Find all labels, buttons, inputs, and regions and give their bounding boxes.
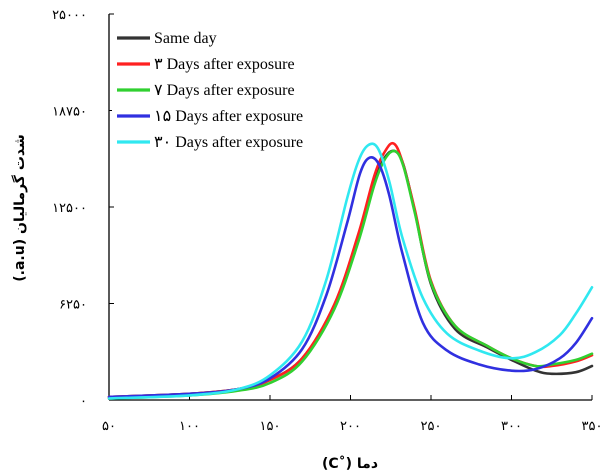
y-tick-label: ۶۲۵۰ <box>59 298 87 313</box>
x-tick-label: ۳۵۰ <box>582 419 603 434</box>
legend-label: ۷ Days after exposure <box>154 82 295 99</box>
y-axis-title: شدت گرمالیان (a.u.) <box>11 134 28 281</box>
y-tick-label: ۲۵۰۰۰ <box>52 8 87 23</box>
x-axis-title: دما (˚C) <box>322 455 378 472</box>
legend-label: ۳۰ Days after exposure <box>154 134 303 151</box>
x-tick-label: ۵۰ <box>102 419 116 434</box>
legend-background <box>112 22 356 162</box>
series-line-4 <box>107 156 594 399</box>
series-line-5 <box>107 142 594 400</box>
y-tick-label: ۱۲۵۰۰ <box>52 201 87 216</box>
x-tick-label: ۲۵۰ <box>421 419 442 434</box>
legend: Same day ۳ Days after exposure ۷ Days afte… <box>112 22 356 162</box>
x-tick-label: ۱۵۰ <box>260 419 281 434</box>
y-tick-label: ۱۸۷۵۰ <box>52 105 87 120</box>
plot-lines <box>107 141 594 400</box>
y-ticks: ۰ ۶۲۵۰ ۱۲۵۰۰ ۱۸۷۵۰ ۲۵۰۰۰ <box>52 8 114 409</box>
x-tick-label: ۱۰۰ <box>179 419 200 434</box>
legend-label: ۳ Days after exposure <box>154 56 295 73</box>
x-tick-label: ۳۰۰ <box>501 419 522 434</box>
x-tick-label: ۲۰۰ <box>340 419 361 434</box>
x-ticks: ۵۰ ۱۰۰ ۱۵۰ ۲۰۰ ۲۵۰ ۳۰۰ ۳۵۰ <box>102 395 602 434</box>
series-line-3 <box>107 149 594 400</box>
legend-label: Same day <box>154 30 217 47</box>
y-tick-label: ۰ <box>80 394 87 409</box>
legend-label: ۱۵ Days after exposure <box>154 108 303 125</box>
